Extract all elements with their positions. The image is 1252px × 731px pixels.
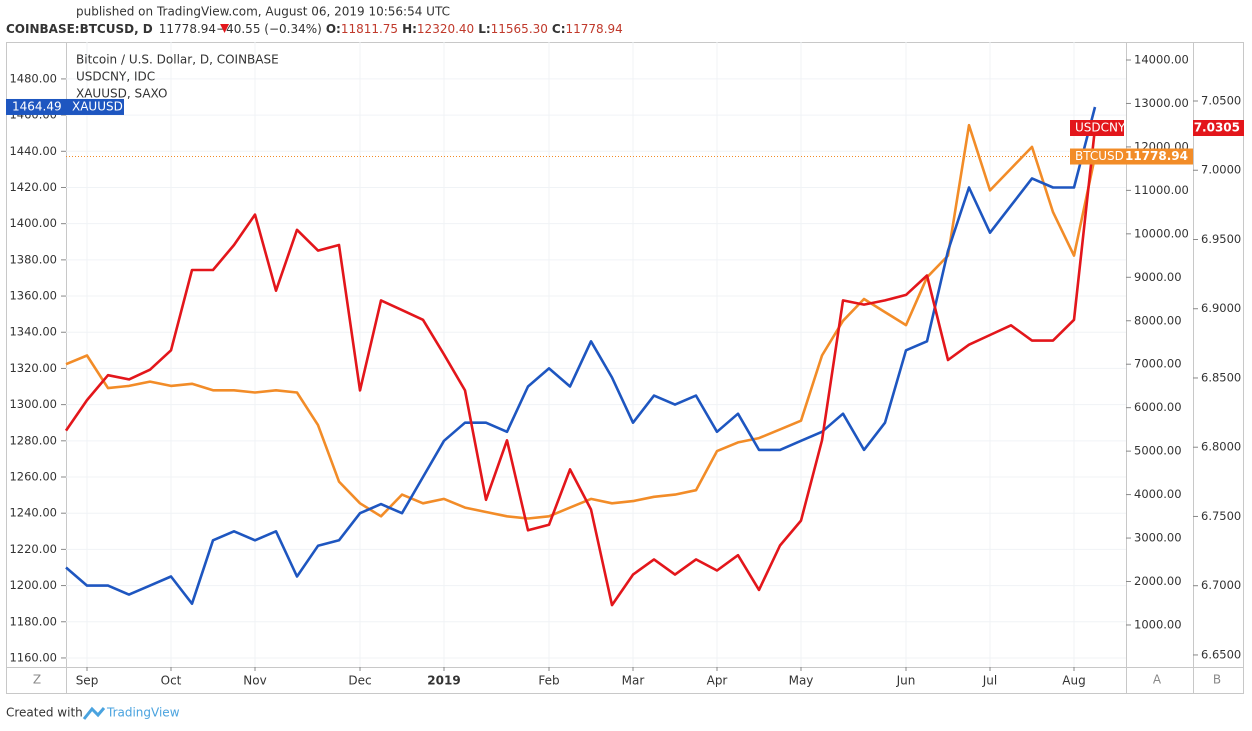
x-tick-label: Feb bbox=[538, 674, 559, 688]
price-label bbox=[1070, 120, 1124, 137]
y3-tick-label: 6.6500 bbox=[1201, 647, 1241, 661]
y2-tick-label: 8000.00 bbox=[1134, 313, 1182, 327]
ohlc-value: 12320.40 bbox=[417, 22, 474, 36]
y2-tick-label: 2000.00 bbox=[1134, 574, 1182, 588]
legend-entry: USDCNY, IDC bbox=[76, 70, 155, 84]
y-tick-label: 1360.00 bbox=[9, 289, 57, 303]
price-label-name: USDCNY bbox=[1075, 121, 1126, 135]
down-arrow bbox=[220, 24, 230, 33]
y2-tick-label: 14000.00 bbox=[1134, 52, 1189, 66]
price-label-name: BTCUSD bbox=[1075, 149, 1124, 163]
price-label bbox=[6, 98, 124, 115]
y-tick-label: 1420.00 bbox=[9, 180, 57, 194]
x-tick-label: 2019 bbox=[427, 674, 460, 688]
symbol-header: COINBASE:BTCUSD, D 11778.94−40.55 (−0.34%… bbox=[6, 22, 623, 36]
y2-tick-label: 5000.00 bbox=[1134, 444, 1182, 458]
x-tick-label: Nov bbox=[243, 674, 266, 688]
y-tick-label: 1380.00 bbox=[9, 252, 57, 266]
brand-name: TradingView bbox=[106, 706, 180, 720]
y3-tick-label: 6.9500 bbox=[1201, 232, 1241, 246]
price-label-value: 7.0305 bbox=[1194, 121, 1240, 135]
y-tick-label: 1440.00 bbox=[9, 144, 57, 158]
y2-tick-label: 9000.00 bbox=[1134, 270, 1182, 284]
y2-tick-label: 10000.00 bbox=[1134, 226, 1189, 240]
scale-button[interactable]: B bbox=[1213, 673, 1221, 687]
ohlc-key: H: bbox=[402, 22, 417, 36]
y-tick-label: 1200.00 bbox=[9, 578, 57, 592]
plot bbox=[64, 106, 1126, 607]
series-line bbox=[64, 127, 1097, 607]
y-tick-label: 1300.00 bbox=[9, 397, 57, 411]
x-tick-label: Apr bbox=[707, 674, 728, 688]
y3-tick-label: 6.7500 bbox=[1201, 509, 1241, 523]
footer-text: Created with bbox=[6, 706, 83, 720]
y2-tick-label: 3000.00 bbox=[1134, 531, 1182, 545]
y3-tick-label: 6.8500 bbox=[1201, 370, 1241, 384]
x-tick-label: Aug bbox=[1062, 674, 1085, 688]
y3-tick-label: 7.0000 bbox=[1201, 163, 1241, 177]
y2-tick-label: 7000.00 bbox=[1134, 357, 1182, 371]
x-tick-label: Mar bbox=[622, 674, 645, 688]
price-label bbox=[1193, 120, 1244, 137]
x-tick-label: Jul bbox=[982, 674, 997, 688]
ohlc-key: L: bbox=[478, 22, 490, 36]
price-change: −40.55 (−0.34%) bbox=[216, 22, 322, 36]
y3-tick-label: 6.9000 bbox=[1201, 301, 1241, 315]
x-tick-label: Sep bbox=[76, 674, 99, 688]
x-tick-label: Oct bbox=[161, 674, 182, 688]
y-tick-label: 1400.00 bbox=[9, 216, 57, 230]
y-tick-label: 1180.00 bbox=[9, 614, 57, 628]
series-line bbox=[65, 123, 1097, 520]
y2-tick-label: 11000.00 bbox=[1134, 183, 1189, 197]
published-note: published on TradingView.com, August 06,… bbox=[76, 5, 450, 19]
series-line bbox=[65, 106, 1097, 606]
y-tick-label: 1320.00 bbox=[9, 361, 57, 375]
y3-tick-label: 7.0500 bbox=[1201, 93, 1241, 107]
frame bbox=[6, 42, 1244, 694]
y-tick-label: 1160.00 bbox=[9, 650, 57, 664]
price-label bbox=[1070, 148, 1193, 165]
x-tick-label: Jun bbox=[896, 674, 916, 688]
y2-tick-label: 4000.00 bbox=[1134, 487, 1182, 501]
y3-tick-label: 6.8000 bbox=[1201, 440, 1241, 454]
ohlc-key: C: bbox=[552, 22, 566, 36]
ohlc-value: 11811.75 bbox=[341, 22, 398, 36]
x-tick-label: Dec bbox=[348, 674, 371, 688]
price-label-value: 1464.49 bbox=[12, 99, 62, 113]
y-tick-label: 1220.00 bbox=[9, 542, 57, 556]
y3-tick-label: 6.7000 bbox=[1201, 578, 1241, 592]
legend-entry: Bitcoin / U.S. Dollar, D, COINBASE bbox=[76, 53, 279, 67]
ohlc-key: O: bbox=[326, 22, 341, 36]
y2-tick-label: 6000.00 bbox=[1134, 400, 1182, 414]
auto-scale-button[interactable]: A bbox=[1153, 673, 1162, 687]
y-tick-label: 1340.00 bbox=[9, 325, 57, 339]
labels: 1160.00 1180.00 1200.00 1220.00 1240.00 1260.… bbox=[6, 52, 1244, 688]
symbol: COINBASE:BTCUSD, D bbox=[6, 22, 153, 36]
y-tick-label: 1280.00 bbox=[9, 433, 57, 447]
ohlc-value: 11778.94 bbox=[566, 22, 623, 36]
price-label-value: 11778.94 bbox=[1125, 149, 1188, 163]
price-label-name: XAUUSD bbox=[72, 99, 123, 113]
x-tick-label: May bbox=[789, 674, 814, 688]
brand-logo bbox=[82, 706, 106, 720]
zoom-button[interactable]: Z bbox=[33, 673, 41, 687]
y-tick-label: 1240.00 bbox=[9, 506, 57, 520]
y2-tick-label: 1000.00 bbox=[1134, 617, 1182, 631]
legend-entry: XAUUSD, SAXO bbox=[76, 87, 167, 101]
y-tick-label: 1480.00 bbox=[9, 71, 57, 85]
y2-tick-label: 13000.00 bbox=[1134, 96, 1189, 110]
y-tick-label: 1260.00 bbox=[9, 470, 57, 484]
ohlc-value: 11565.30 bbox=[491, 22, 548, 36]
last-price: 11778.94 bbox=[159, 22, 216, 36]
